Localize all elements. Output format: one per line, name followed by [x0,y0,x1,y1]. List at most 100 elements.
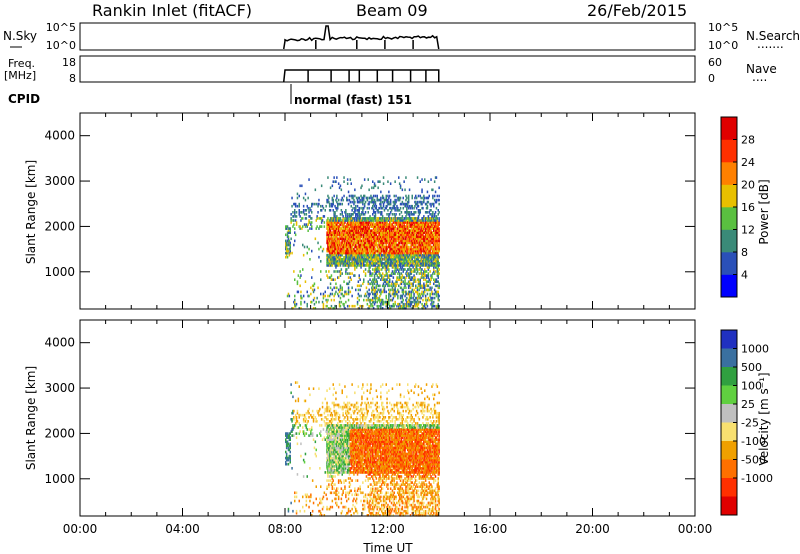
range-gate-cell [296,381,299,384]
range-gate-cell [403,202,405,206]
range-gate-cell [385,253,387,257]
range-gate-cell [335,243,337,247]
range-gate-cell [425,239,428,243]
range-gate-cell [346,217,349,220]
range-gate-cell [285,255,287,259]
range-gate-cell [387,239,389,243]
range-gate-cell [292,428,294,431]
range-gate-cell [381,213,383,216]
range-gate-cell [345,229,347,232]
range-gate-cell [366,233,369,237]
range-gate-cell [332,465,334,468]
range-gate-cell [371,233,373,237]
range-gate-cell [336,469,338,472]
range-gate-cell [429,209,431,212]
range-gate-cell [328,247,331,251]
range-gate-cell [350,235,352,239]
range-gate-cell [337,442,340,446]
range-gate-cell [435,206,438,210]
range-gate-cell [389,307,392,310]
range-gate-cell [429,239,431,243]
range-gate-cell [333,286,335,290]
range-gate-cell [435,200,438,204]
range-gate-cell [289,231,291,234]
range-gate-cell [396,278,398,281]
range-gate-cell [421,225,423,228]
range-gate-cell [304,399,307,403]
range-gate-cell [334,292,336,296]
range-gate-cell [401,243,404,247]
range-gate-cell [433,229,435,232]
range-gate-cell [402,249,404,253]
range-gate-cell [354,258,356,261]
range-gate-cell [337,247,340,251]
nsky-trace [282,25,440,50]
range-gate-cell [422,274,424,277]
range-gate-cell [419,211,421,214]
range-gate-cell [386,264,388,267]
range-gate-cell [328,241,331,245]
range-gate-cell [394,202,396,206]
range-gate-cell [405,249,407,253]
range-gate-cell [344,292,346,296]
range-gate-cell [392,204,395,208]
range-gate-cell [413,206,415,210]
range-gate-cell [342,264,344,267]
range-gate-cell [394,223,396,226]
range-gate-cell [369,264,371,267]
range-gate-cell [359,258,361,261]
range-gate-cell [359,198,361,202]
range-gate-cell [418,300,421,304]
range-gate-cell [387,180,389,183]
range-gate-cell [340,237,343,241]
range-gate-cell [422,227,424,230]
range-gate-cell [327,217,329,220]
range-gate-cell [373,294,376,298]
range-gate-cell [438,264,440,267]
range-gate-cell [420,221,422,224]
range-gate-cell [313,282,316,286]
range-gate-cell [411,276,413,279]
range-gate-cell [399,286,402,290]
range-gate-cell [335,454,337,458]
range-gate-cell [333,403,335,407]
range-gate-cell [325,270,327,273]
range-gate-cell [431,213,433,216]
range-gate-cell [371,198,373,202]
range-gate-cell [360,233,362,237]
range-gate-cell [433,253,436,257]
range-gate-cell [340,221,343,224]
range-gate-cell [320,424,323,427]
range-gate-cell [285,247,288,251]
range-gate-cell [404,262,406,265]
range-gate-cell [369,223,371,226]
range-gate-cell [364,292,367,296]
range-gate-cell [376,209,378,212]
range-gate-cell [422,219,424,222]
range-gate-cell [391,298,394,302]
range-gate-cell [407,221,410,224]
range-gate-cell [353,223,355,226]
range-gate-cell [334,418,336,421]
range-gate-cell [344,217,346,220]
range-gate-cell [331,467,334,470]
range-gate-cell [312,307,315,310]
range-gate-cell [396,258,398,261]
range-gate-cell [392,272,395,275]
range-gate-cell [421,229,423,232]
range-gate-cell [330,475,333,478]
range-gate-cell [437,276,439,279]
range-gate-cell [364,223,367,226]
range-gate-cell [415,227,417,230]
range-gate-cell [330,471,333,474]
range-gate-cell [333,434,335,437]
range-gate-cell [328,454,330,458]
range-gate-cell [436,272,439,275]
range-gate-cell [306,245,308,249]
range-gate-cell [285,454,288,458]
range-gate-cell [417,294,420,298]
range-gate-cell [333,428,335,431]
range-gate-cell [367,239,369,243]
range-gate-cell [323,420,326,423]
range-gate-cell [423,231,425,234]
